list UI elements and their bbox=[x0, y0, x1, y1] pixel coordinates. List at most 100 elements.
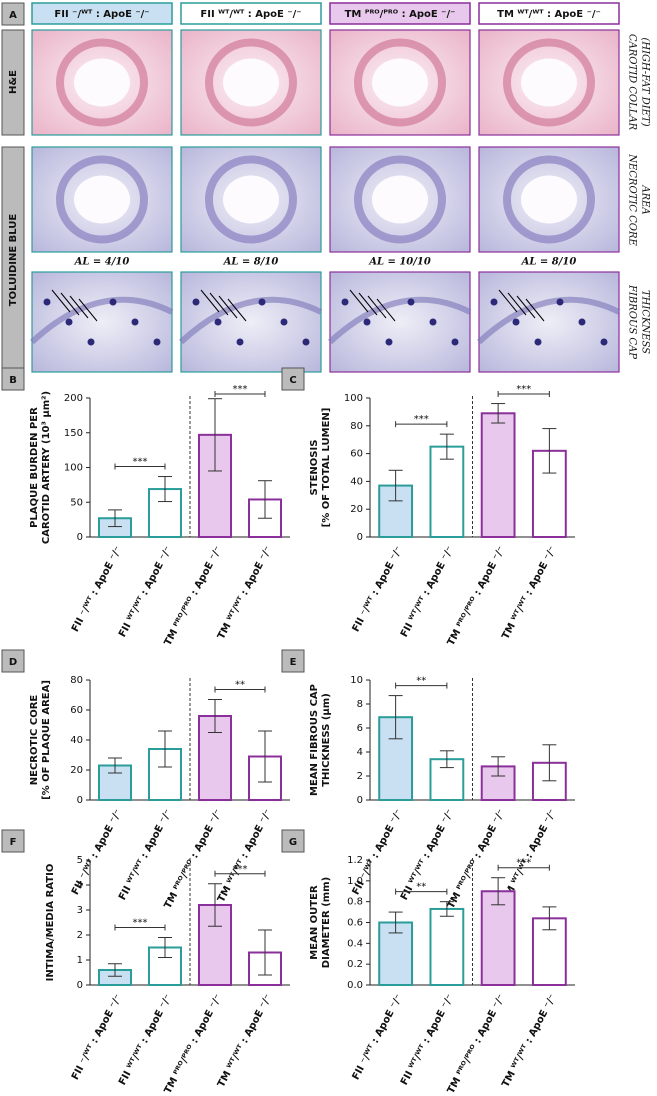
y-axis-label: [% OF PLAQUE AREA] bbox=[41, 680, 52, 800]
bar bbox=[480, 412, 516, 539]
panel-letter-box bbox=[1, 649, 25, 673]
arrow bbox=[69, 295, 89, 319]
nucleus bbox=[302, 338, 310, 346]
y-tick-label: 60 bbox=[350, 449, 363, 460]
column-header: TM ᴾᴿᴼ/ᴾᴿᴼ : ApoE ⁻/⁻ bbox=[345, 9, 456, 20]
cap-arc bbox=[476, 296, 621, 345]
y-tick-label: 40 bbox=[70, 735, 83, 746]
arrow bbox=[376, 298, 396, 322]
row-label: TOLUIDINE BLUE bbox=[8, 214, 19, 307]
lumen bbox=[372, 58, 428, 107]
y-axis-label: [% OF TOTAL LUMEN] bbox=[321, 408, 332, 528]
error-bar bbox=[208, 398, 222, 472]
panel-letter: B bbox=[9, 375, 17, 386]
vessel-wall bbox=[205, 155, 297, 244]
x-tick-label: TM ᵂᵀ/ᵂᵀ : ApoE ⁻/⁻ bbox=[500, 808, 558, 905]
error-bar bbox=[158, 476, 172, 503]
y-tick-label: 100 bbox=[344, 393, 363, 404]
nucleus bbox=[214, 318, 222, 326]
error-bar bbox=[258, 929, 272, 976]
arrow bbox=[498, 289, 518, 313]
lumen bbox=[223, 175, 279, 224]
error-bar bbox=[388, 911, 403, 934]
nucleus bbox=[87, 338, 95, 346]
panel-letter-box bbox=[1, 2, 25, 26]
row-label: H&E bbox=[8, 70, 19, 94]
bar bbox=[429, 907, 465, 986]
panel-letter-box bbox=[281, 829, 305, 853]
y-tick-label: 200 bbox=[64, 393, 83, 404]
arrow bbox=[525, 298, 545, 322]
nucleus bbox=[556, 298, 564, 306]
y-axis-label: MEAN FIBROUS CAP bbox=[309, 684, 320, 796]
y-tick-label: 3 bbox=[77, 905, 83, 916]
lumen bbox=[74, 175, 130, 224]
column-header: FII ⁻/ᵂᵀ : ApoE ⁻/⁻ bbox=[54, 9, 149, 20]
side-label: (HIGH-FAT DIET) bbox=[640, 37, 651, 126]
y-tick-label: 1.0 bbox=[347, 876, 363, 887]
x-tick-label: FII ⁻/ᵂᵀ : ApoE ⁻/⁻ bbox=[70, 545, 124, 634]
side-label: THICKNESS bbox=[640, 290, 651, 354]
nucleus bbox=[192, 298, 200, 306]
lumen bbox=[74, 58, 130, 107]
error-bar bbox=[258, 730, 272, 783]
panel-letter-box bbox=[1, 829, 25, 853]
lumen bbox=[223, 58, 279, 107]
x-tick-label: FII ᵂᵀ/ᵂᵀ : ApoE ⁻/⁻ bbox=[399, 545, 456, 639]
cap-arc bbox=[29, 296, 174, 345]
column-header-box bbox=[31, 2, 173, 25]
bar bbox=[378, 484, 414, 539]
x-tick-label: FII ᵂᵀ/ᵂᵀ : ApoE ⁻/⁻ bbox=[117, 993, 174, 1087]
x-tick-label: FII ᵂᵀ/ᵂᵀ : ApoE ⁻/⁻ bbox=[399, 808, 456, 902]
significance-label: ** bbox=[416, 882, 426, 893]
vessel-wall bbox=[354, 38, 446, 127]
x-tick-label: TM ᴾᴿᴼ/ᴾᴿᴼ : ApoE ⁻/⁻ bbox=[163, 993, 225, 1096]
row-label-box bbox=[1, 29, 25, 136]
vessel-wall bbox=[56, 155, 148, 244]
nucleus bbox=[280, 318, 288, 326]
significance-label: ** bbox=[235, 680, 245, 691]
error-bar bbox=[491, 403, 506, 424]
error-bar bbox=[258, 480, 272, 519]
y-tick-label: 1.2 bbox=[347, 855, 363, 866]
lumen bbox=[521, 58, 577, 107]
significance-label: *** bbox=[414, 414, 429, 425]
al-label: AL = 8/10 bbox=[521, 257, 577, 268]
al-label: AL = 8/10 bbox=[223, 257, 279, 268]
x-tick-label: TM ᴾᴿᴼ/ᴾᴿᴼ : ApoE ⁻/⁻ bbox=[446, 993, 508, 1096]
vessel-wall bbox=[503, 38, 595, 127]
y-tick-label: 0 bbox=[357, 795, 363, 806]
y-tick-label: 2 bbox=[357, 771, 363, 782]
column-header-box bbox=[329, 2, 471, 25]
y-axis-label: INTIMA/MEDIA RATIO bbox=[45, 864, 56, 982]
arrow bbox=[60, 292, 80, 316]
column-header-box bbox=[478, 2, 620, 25]
bar bbox=[429, 445, 465, 538]
y-tick-label: 0 bbox=[77, 795, 83, 806]
y-tick-label: 0 bbox=[77, 532, 83, 543]
side-label: FIBROUS CAP bbox=[627, 284, 638, 359]
x-tick-label: FII ⁻/ᵂᵀ : ApoE ⁻/⁻ bbox=[70, 993, 124, 1082]
y-tick-label: 5 bbox=[77, 855, 83, 866]
panel-letter-box bbox=[281, 649, 305, 673]
y-tick-label: 2 bbox=[77, 930, 83, 941]
nucleus bbox=[385, 338, 393, 346]
y-tick-label: 4 bbox=[357, 747, 363, 758]
error-bar bbox=[439, 750, 454, 769]
y-axis-label: DIAMETER (mm) bbox=[321, 877, 332, 968]
significance-label: *** bbox=[516, 384, 531, 395]
y-tick-label: 4 bbox=[77, 880, 83, 891]
error-bar bbox=[108, 757, 122, 774]
significance-label: ** bbox=[416, 676, 426, 687]
nucleus bbox=[258, 298, 266, 306]
y-tick-label: 1 bbox=[77, 955, 83, 966]
panel-letter-box bbox=[281, 367, 305, 391]
error-bar bbox=[208, 699, 222, 733]
y-tick-label: 0.4 bbox=[347, 938, 363, 949]
error-bar bbox=[108, 509, 122, 528]
nucleus bbox=[236, 338, 244, 346]
y-tick-label: 150 bbox=[64, 428, 83, 439]
nucleus bbox=[341, 298, 349, 306]
cap-arc bbox=[178, 296, 323, 345]
y-tick-label: 0.8 bbox=[347, 897, 363, 908]
